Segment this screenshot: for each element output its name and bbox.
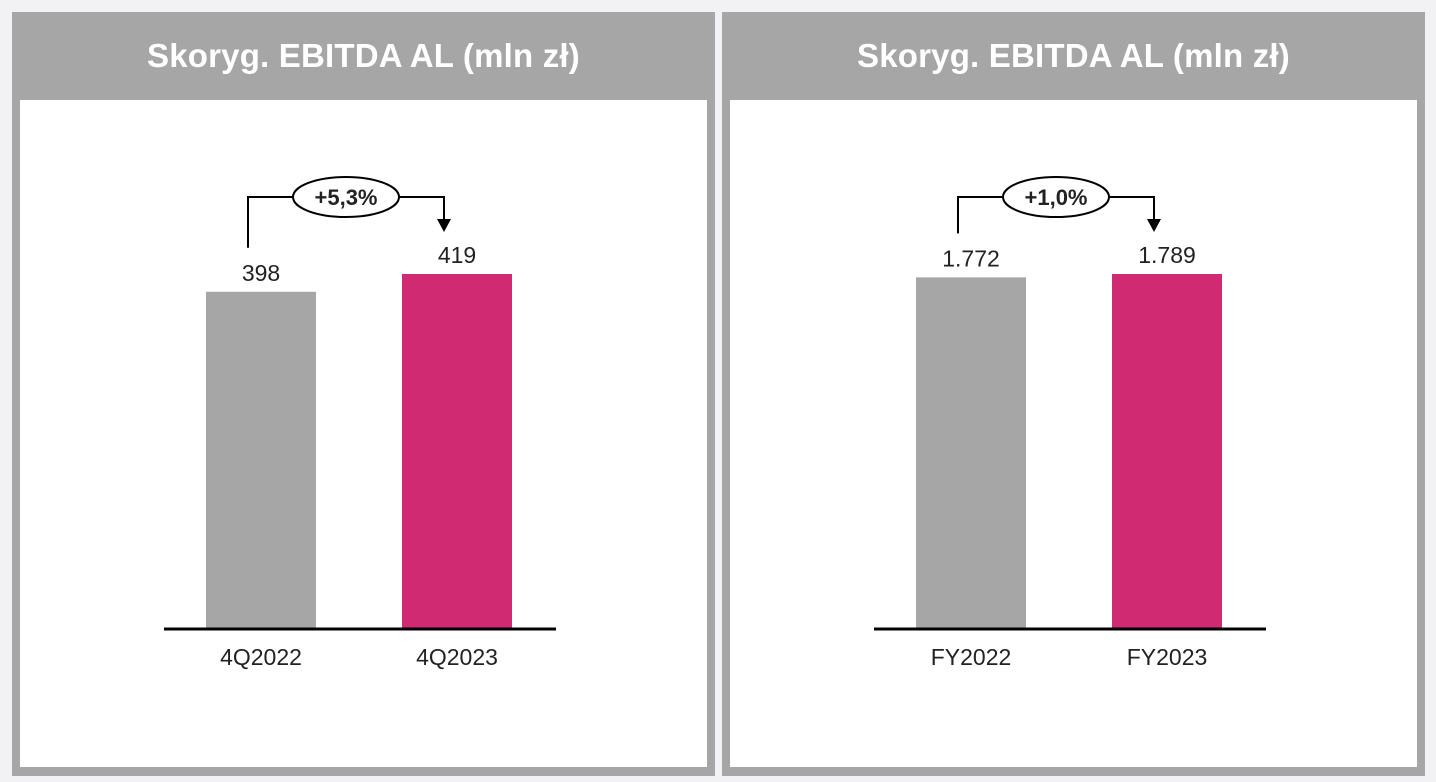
bar-chart: 1.772 FY2022 1.789 FY2023 +1,0% <box>874 176 1266 670</box>
category-label: 4Q2022 <box>220 644 302 670</box>
value-label: 1.789 <box>1138 242 1196 268</box>
value-label: 398 <box>242 260 280 286</box>
bar-chart: 398 4Q2022 419 4Q2023 +5,3% <box>164 176 556 670</box>
bar-4Q2023 <box>402 274 512 629</box>
change-oval <box>1002 176 1110 218</box>
bar-FY2023 <box>1112 274 1222 629</box>
bar-FY2022 <box>916 277 1026 629</box>
chart-panel-quarterly: Skoryg. EBITDA AL (mln zł) 398 4Q2022 419 4… <box>12 12 715 776</box>
chart-title: Skoryg. EBITDA AL (mln zł) <box>856 37 1290 74</box>
category-label: FY2022 <box>931 644 1012 670</box>
chart-area: 1.772 FY2022 1.789 FY2023 +1,0% <box>730 100 1417 767</box>
chart-area: 398 4Q2022 419 4Q2023 +5,3% <box>20 100 707 767</box>
chart-panel-annual: Skoryg. EBITDA AL (mln zł) 1.772 FY2022 1.… <box>722 12 1425 776</box>
bar-4Q2022 <box>206 291 316 629</box>
category-label: 4Q2023 <box>416 644 498 670</box>
value-label: 419 <box>438 242 476 268</box>
value-label: 1.772 <box>942 245 1000 271</box>
arrow-down-icon <box>1147 219 1161 232</box>
change-label: +1,0% <box>1025 185 1088 210</box>
category-label: FY2023 <box>1127 644 1208 670</box>
change-label: +5,3% <box>315 185 378 210</box>
change-oval <box>292 176 400 218</box>
arrow-down-icon <box>437 219 451 232</box>
chart-title: Skoryg. EBITDA AL (mln zł) <box>146 37 580 74</box>
